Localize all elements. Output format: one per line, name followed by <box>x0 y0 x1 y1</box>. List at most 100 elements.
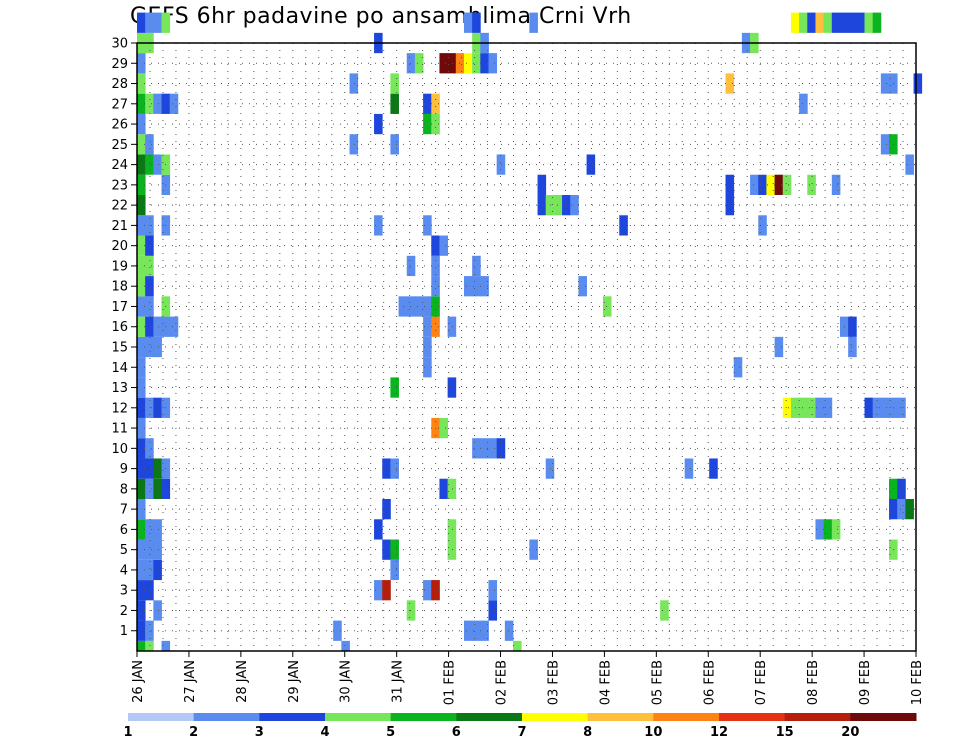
heatmap-cell <box>137 215 146 236</box>
heatmap-cell <box>496 154 506 175</box>
heatmap-cell <box>774 336 784 358</box>
heatmap-cell <box>733 357 743 378</box>
colorbar-segment <box>325 713 392 721</box>
heatmap-cell <box>823 397 833 418</box>
heatmap-cell <box>374 519 383 540</box>
heatmap-cell <box>137 296 146 317</box>
heatmap-cell <box>553 195 563 216</box>
heatmap-cell <box>390 559 399 581</box>
colorbar-label: 20 <box>841 725 859 740</box>
colorbar-label: 7 <box>517 725 526 740</box>
heatmap-cell <box>799 397 808 418</box>
grid-layer <box>137 42 916 651</box>
x-tick-label: 27 JAN <box>183 660 198 703</box>
y-tick-label: 20 <box>111 239 128 254</box>
colorbar-segment <box>390 713 457 721</box>
heatmap-cell <box>137 154 146 175</box>
y-tick-label: 10 <box>111 442 128 457</box>
heatmap-cell <box>831 174 841 195</box>
heatmap-cell <box>137 478 146 499</box>
x-tick-label: 03 FEB <box>546 660 561 705</box>
y-tick-label: 4 <box>120 563 128 578</box>
heatmap-cell <box>145 559 154 581</box>
heatmap-cell <box>815 519 825 540</box>
heatmap-cell <box>562 195 571 216</box>
heatmap-cell <box>145 134 154 155</box>
heatmap-cell <box>137 640 146 651</box>
heatmap-cell <box>488 580 498 601</box>
heatmap-cell <box>423 113 432 135</box>
heatmap-cell <box>880 397 890 418</box>
heatmap-cell <box>161 640 171 651</box>
heatmap-cell <box>463 53 473 74</box>
heatmap-cell <box>406 53 416 74</box>
y-tick-label: 29 <box>111 57 128 72</box>
heatmap-cell <box>423 580 432 601</box>
heatmap-cell <box>145 296 154 317</box>
heatmap-cell <box>684 458 694 479</box>
heatmap-cell <box>529 12 538 33</box>
heatmap-cell <box>137 336 146 358</box>
heatmap-cell <box>758 215 767 236</box>
heatmap-cell <box>431 235 440 256</box>
heatmap-cell <box>864 12 874 33</box>
heatmap-cell <box>153 478 162 499</box>
heatmap-cell <box>333 620 342 641</box>
colorbar-label: 2 <box>189 725 198 740</box>
heatmap-cell <box>799 12 808 33</box>
heatmap-cell <box>145 519 154 540</box>
heatmap-cell <box>137 93 146 114</box>
heatmap-cell <box>145 336 154 358</box>
heatmap-cell <box>406 255 416 277</box>
heatmap-cell <box>619 215 628 236</box>
heatmap-cell <box>447 519 457 540</box>
heatmap-cell <box>463 620 473 641</box>
heatmap-cell <box>390 93 399 114</box>
colorbar-segment <box>128 713 195 721</box>
heatmap-cell <box>839 12 849 33</box>
heatmap-cell <box>872 12 882 33</box>
heatmap-cell <box>137 377 146 398</box>
heatmap-cell <box>856 12 865 33</box>
x-tick-label: 09 FEB <box>858 660 873 705</box>
y-tick-label: 19 <box>111 259 128 274</box>
heatmap-cell <box>169 93 179 114</box>
heatmap-cell <box>537 174 547 195</box>
heatmap-cell <box>831 12 841 33</box>
heatmap-cell <box>145 154 154 175</box>
colorbar-segment <box>522 713 589 721</box>
heatmap-cell <box>145 478 154 499</box>
heatmap-cell <box>529 539 538 560</box>
heatmap-cell <box>709 458 718 479</box>
heatmap-cell <box>145 276 154 297</box>
heatmap-cell <box>137 397 146 418</box>
colorbar-segment <box>719 713 786 721</box>
y-tick-label: 30 <box>111 37 128 52</box>
heatmap-cell <box>431 93 440 114</box>
heatmap-cell <box>137 255 146 277</box>
heatmap-cell <box>750 174 759 195</box>
heatmap-cell <box>137 53 146 74</box>
heatmap-cell <box>382 539 391 560</box>
colorbar-segment <box>456 713 523 721</box>
heatmap-cell <box>414 296 424 317</box>
y-tick-label: 3 <box>120 584 128 599</box>
y-tick-label: 26 <box>111 118 128 133</box>
heatmap-cell <box>807 397 816 418</box>
heatmap-cell <box>137 620 146 641</box>
heatmap-cell <box>398 296 408 317</box>
heatmap-cell <box>349 73 359 94</box>
colorbar-segment <box>193 713 260 721</box>
heatmap-cell <box>488 438 498 459</box>
y-tick-label: 13 <box>111 381 128 396</box>
y-tick-label: 5 <box>120 543 128 558</box>
heatmap-cell <box>504 620 514 641</box>
heatmap-cell <box>137 600 146 621</box>
heatmap-cell <box>513 640 522 651</box>
heatmap-cell <box>799 93 808 114</box>
heatmap-cell <box>137 73 146 94</box>
x-tick-label: 02 FEB <box>495 660 510 705</box>
heatmap-cell <box>480 276 489 297</box>
heatmap-cell <box>725 73 735 94</box>
y-tick-label: 7 <box>120 503 128 518</box>
